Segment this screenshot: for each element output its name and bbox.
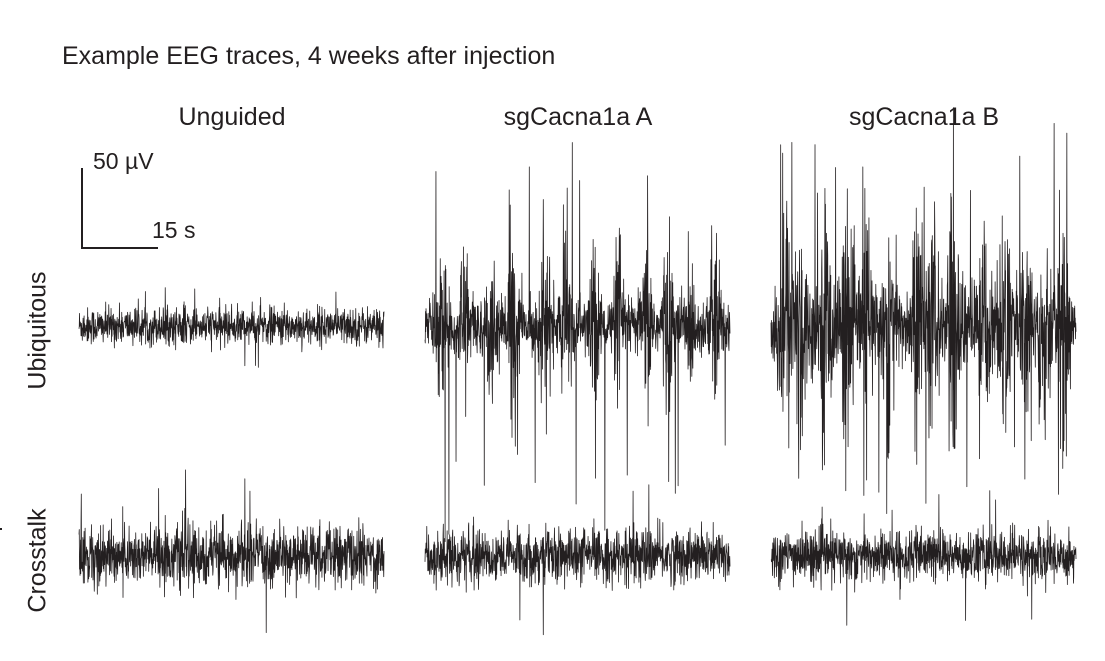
eeg-trace-crosstalk-sgcacna1a-a xyxy=(424,484,731,636)
eeg-trace-crosstalk-sgcacna1a-b xyxy=(770,490,1077,626)
column-label-sgcacna1a-a: sgCacna1a A xyxy=(503,103,653,131)
eeg-trace-ubiquitous-sgcacna1a-b xyxy=(770,107,1077,515)
eeg-trace-ubiquitous-sgcacna1a-a xyxy=(424,142,731,543)
column-label-unguided: Unguided xyxy=(178,103,286,131)
scale-bar-time-label: 15 s xyxy=(152,217,196,243)
eeg-trace-ubiquitous-unguided xyxy=(78,287,385,368)
scale-bar xyxy=(81,168,158,249)
scale-bar-voltage-label: 50 µV xyxy=(93,148,154,174)
chart-title: Example EEG traces, 4 weeks after inject… xyxy=(62,42,556,70)
eeg-trace-crosstalk-unguided xyxy=(78,469,385,633)
column-label-sgcacna1a-b: sgCacna1a B xyxy=(848,103,1000,131)
